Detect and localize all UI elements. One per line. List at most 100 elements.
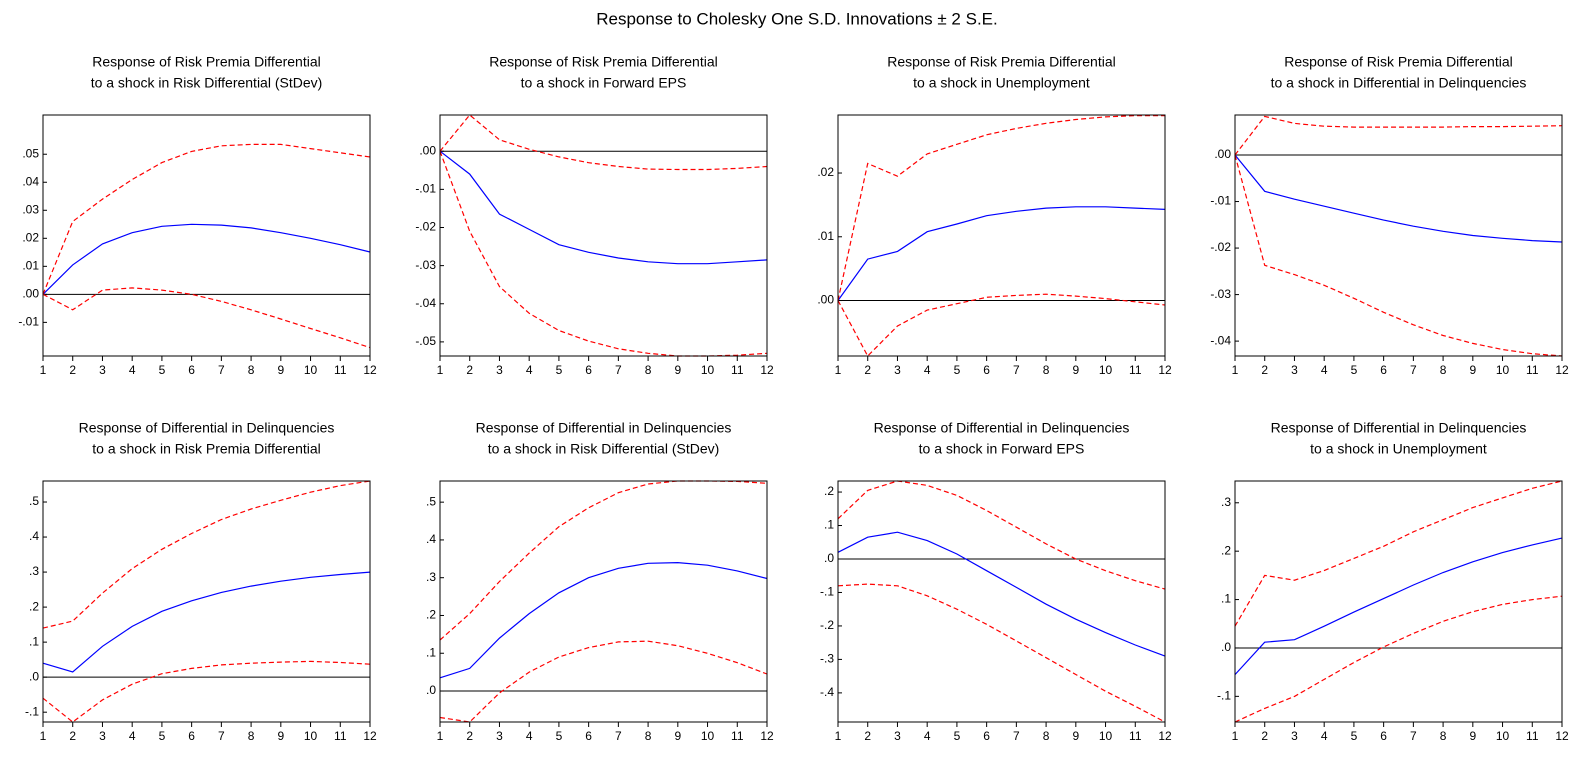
y-tick-label: .00 <box>817 293 834 307</box>
x-tick-label: 3 <box>894 729 901 743</box>
x-tick-label: 1 <box>40 363 47 377</box>
series-line <box>439 114 768 171</box>
x-tick-label: 8 <box>645 363 652 377</box>
x-tick-label: 6 <box>585 729 592 743</box>
x-tick-label: 11 <box>731 729 744 743</box>
x-tick-label: 5 <box>1351 729 1358 743</box>
y-tick-label: -.01 <box>18 315 39 329</box>
x-tick-label: 3 <box>99 729 106 743</box>
x-tick-label: 12 <box>760 363 774 377</box>
chart-title: Response of Risk Premia Differential <box>1284 54 1513 70</box>
plot-frame <box>439 480 768 723</box>
y-tick-label: -.4 <box>820 685 834 699</box>
chart-subtitle: to a shock in Differential in Delinquenc… <box>1271 75 1527 91</box>
x-tick-label: 3 <box>99 363 106 377</box>
y-tick-label: -.03 <box>1210 287 1231 301</box>
x-tick-label: 7 <box>1013 729 1020 743</box>
chart-subtitle: to a shock in Forward EPS <box>521 75 687 91</box>
x-tick-label: 10 <box>1496 363 1510 377</box>
series-line <box>837 293 1166 357</box>
x-tick-label: 5 <box>159 729 166 743</box>
x-tick-label: 8 <box>1043 729 1050 743</box>
y-tick-label: .2 <box>824 484 834 498</box>
x-tick-label: 9 <box>1072 729 1079 743</box>
x-tick-label: 11 <box>334 729 347 743</box>
y-tick-label: .1 <box>426 645 436 659</box>
x-tick-label: 7 <box>218 363 225 377</box>
y-tick-label: .0 <box>1221 640 1231 654</box>
y-tick-label: .00 <box>419 143 436 157</box>
x-tick-label: 7 <box>1410 363 1417 377</box>
x-tick-label: 9 <box>277 363 284 377</box>
y-tick-label: -.1 <box>25 704 39 718</box>
x-tick-label: 7 <box>615 729 622 743</box>
plot-frame <box>1234 114 1563 357</box>
x-tick-label: 11 <box>1129 363 1142 377</box>
x-tick-label: 12 <box>1555 363 1569 377</box>
series-line <box>439 150 768 265</box>
x-tick-label: 12 <box>1555 729 1569 743</box>
series-line <box>1234 154 1563 243</box>
x-tick-label: 8 <box>248 363 255 377</box>
x-tick-label: 6 <box>983 363 990 377</box>
x-tick-label: 10 <box>304 729 318 743</box>
y-tick-label: .3 <box>1221 495 1231 509</box>
x-tick-label: 2 <box>69 729 76 743</box>
series-line <box>1234 537 1563 676</box>
x-tick-label: 7 <box>1013 363 1020 377</box>
x-tick-label: 9 <box>277 729 284 743</box>
x-tick-label: 4 <box>526 363 533 377</box>
y-tick-label: .0 <box>824 551 834 565</box>
y-tick-label: -.04 <box>415 296 436 310</box>
series-line <box>439 150 768 357</box>
chart-title: Response of Risk Premia Differential <box>887 54 1116 70</box>
y-tick-label: -.05 <box>415 334 436 348</box>
chart-subtitle: to a shock in Risk Differential (StDev) <box>488 441 720 457</box>
series-line <box>837 531 1166 657</box>
x-tick-label: 7 <box>1410 729 1417 743</box>
series-line <box>42 223 371 295</box>
chart-title: Response of Risk Premia Differential <box>489 54 718 70</box>
x-tick-label: 6 <box>1380 729 1387 743</box>
x-tick-label: 5 <box>954 363 961 377</box>
x-tick-label: 4 <box>526 729 533 743</box>
series-line <box>42 571 371 673</box>
x-tick-label: 11 <box>334 363 347 377</box>
x-tick-label: 5 <box>954 729 961 743</box>
x-tick-label: 12 <box>363 363 377 377</box>
y-tick-label: .00 <box>1214 147 1231 161</box>
x-tick-label: 4 <box>924 363 931 377</box>
y-tick-label: .04 <box>22 174 39 188</box>
x-tick-label: 5 <box>1351 363 1358 377</box>
x-tick-label: 9 <box>1469 363 1476 377</box>
series-line <box>1234 480 1563 627</box>
y-tick-label: .2 <box>1221 543 1231 557</box>
x-tick-label: 3 <box>1291 363 1298 377</box>
series-line <box>837 115 1165 301</box>
x-tick-label: 11 <box>1129 729 1142 743</box>
x-tick-label: 1 <box>835 363 842 377</box>
y-tick-label: -.2 <box>820 618 834 632</box>
x-tick-label: 5 <box>159 363 166 377</box>
x-tick-label: 10 <box>1496 729 1510 743</box>
y-tick-label: .5 <box>29 494 39 508</box>
x-tick-label: 1 <box>835 729 842 743</box>
chart-subtitle: to a shock in Risk Premia Differential <box>92 441 321 457</box>
x-tick-label: 12 <box>1158 363 1172 377</box>
x-tick-label: 10 <box>701 729 715 743</box>
x-tick-label: 3 <box>496 363 503 377</box>
x-tick-label: 2 <box>69 363 76 377</box>
x-tick-label: 4 <box>1321 729 1328 743</box>
chart-subtitle: to a shock in Forward EPS <box>919 441 1085 457</box>
x-tick-label: 8 <box>248 729 255 743</box>
series-line <box>439 640 768 723</box>
y-tick-label: .05 <box>22 146 39 160</box>
x-tick-label: 6 <box>188 729 195 743</box>
x-tick-label: 6 <box>983 729 990 743</box>
x-tick-label: 4 <box>129 363 136 377</box>
y-tick-label: .2 <box>426 608 436 622</box>
x-tick-label: 5 <box>556 729 563 743</box>
chart-subtitle: to a shock in Unemployment <box>913 75 1090 91</box>
chart-subtitle: to a shock in Risk Differential (StDev) <box>91 75 323 91</box>
